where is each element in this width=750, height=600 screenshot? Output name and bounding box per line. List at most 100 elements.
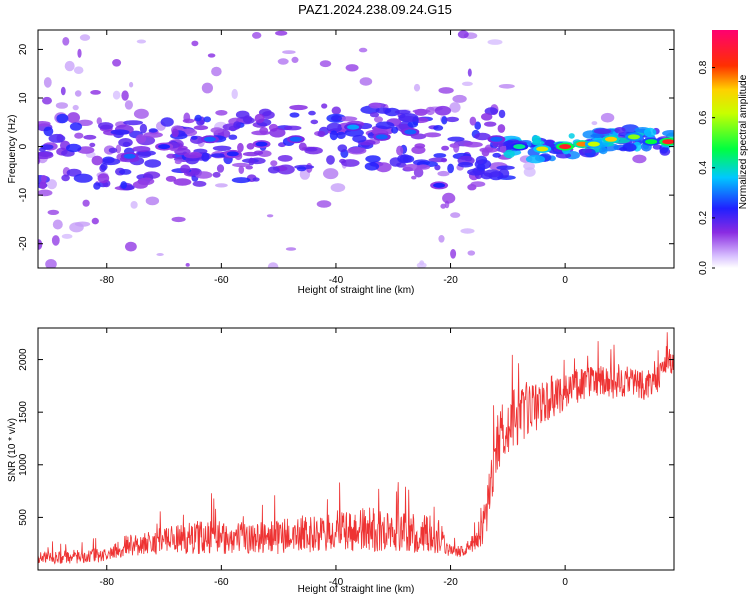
spectrogram-speck (316, 200, 332, 208)
spectrogram-band-blob (38, 121, 51, 127)
spectrogram-x-label: Height of straight line (km) (298, 285, 415, 296)
spectrogram-speck (64, 60, 75, 72)
spectrogram-band-blob (643, 127, 657, 138)
spectrogram-band-blob (144, 159, 162, 168)
spectrogram-speck (487, 39, 503, 45)
spectrogram-band-blob (428, 157, 447, 163)
spectrogram-band-blob (481, 113, 493, 121)
spectrogram-band-blob (396, 145, 404, 156)
spectrogram-band-blob (321, 103, 328, 109)
spectrogram-band-blob (93, 182, 101, 190)
figure-title: PAZ1.2024.238.09.24.G15 (298, 2, 452, 17)
spectrogram-speck (156, 253, 164, 256)
spectrogram-peak (226, 151, 239, 157)
spectrogram-peak (289, 136, 302, 142)
spectrogram-band-blob (215, 110, 228, 116)
spectrogram-speck (38, 189, 53, 197)
spectrogram-band-blob (171, 128, 179, 138)
spectrogram-speck (91, 217, 99, 225)
spectrogram-band-blob (498, 109, 506, 119)
spectrogram-band-blob (662, 130, 674, 137)
spectrogram-speck (591, 121, 598, 126)
spectrogram-band-blob (453, 142, 460, 153)
spectrogram-speck (291, 56, 299, 64)
spectrogram-speck (45, 259, 57, 268)
spectrogram-band-blob (394, 109, 411, 115)
colorbar-tick-label: 0.0 (698, 261, 709, 275)
spectrogram-band-blob (248, 157, 255, 166)
spectrogram-speck (185, 263, 190, 267)
spectrogram-band-blob (326, 122, 343, 133)
spectrogram-band-blob (122, 141, 131, 147)
colorbar-label: Normalized spectral amplitude (738, 74, 749, 209)
spectrogram-speck (51, 235, 60, 246)
spectrogram-speck (285, 247, 297, 251)
spectrogram-speck (52, 219, 63, 230)
spectrogram-band-blob (174, 159, 182, 165)
x-tick-label: 0 (562, 577, 568, 588)
spectrogram-speck (145, 196, 160, 206)
spectrogram-band-blob (525, 155, 546, 164)
spectrogram-band-blob (337, 144, 348, 153)
spectrogram-peak (433, 182, 446, 188)
spectrogram-band-blob (398, 113, 419, 123)
spectrogram-band-blob (329, 130, 338, 141)
spectrogram-band-blob (135, 134, 147, 144)
x-tick-label: -80 (100, 577, 115, 588)
spectrogram-speck (115, 144, 122, 154)
spectrogram-peak (605, 136, 617, 142)
y-tick-label: 2000 (18, 348, 29, 371)
spectrogram-speck (252, 32, 262, 39)
spectrogram-speck (437, 170, 450, 177)
spectrogram-band-blob (296, 166, 307, 172)
y-tick-label: 0 (18, 143, 29, 149)
spectrogram-peak (662, 139, 674, 145)
spectrogram-band-blob (110, 129, 130, 135)
spectrogram-y-label: Frequency (Hz) (7, 115, 18, 184)
spectrogram-band-blob (593, 128, 612, 135)
spectrogram-band-blob (412, 109, 431, 114)
spectrogram-band-blob (483, 169, 502, 178)
spectrogram-speck (523, 162, 535, 171)
spectrogram-speck (124, 241, 137, 252)
spectrogram-band-blob (237, 142, 244, 153)
spectrogram-peak (123, 153, 136, 159)
spectrogram-speck (374, 116, 383, 123)
spectrogram-band-blob (182, 118, 195, 124)
spectrogram-band-blob (252, 177, 260, 182)
spectrogram-band-blob (434, 105, 451, 116)
spectrogram-band-blob (270, 160, 278, 167)
y-tick-label: 20 (18, 43, 29, 55)
spectrogram-band-blob (212, 145, 232, 151)
spectrogram-band-blob (193, 125, 209, 131)
x-tick-label: -40 (329, 577, 344, 588)
spectrogram-speck (438, 87, 454, 94)
spectrogram-band-blob (166, 153, 176, 159)
spectrogram-band-blob (190, 135, 198, 140)
spectrogram-speck (82, 199, 90, 207)
spectrogram-band-blob (384, 107, 400, 117)
spectrogram-speck (282, 50, 296, 54)
spectrogram-band-blob (411, 146, 426, 154)
spectrogram-band-blob (423, 132, 442, 138)
spectrogram-band-blob (457, 161, 474, 168)
spectrogram-speck (215, 183, 228, 188)
spectrogram-panel: -80 -60 -40 -20 0 -20 -10 0 10 20 Height of stra… (7, 29, 749, 296)
spectrogram-band-blob (375, 162, 392, 173)
spectrogram-band-blob (210, 127, 224, 134)
spectrogram-peak (203, 136, 216, 142)
spectrogram-band-blob (369, 102, 382, 109)
y-tick-label: -10 (18, 187, 29, 202)
colorbar-tick-label: 0.8 (698, 60, 709, 74)
spectrogram-speck (74, 90, 82, 97)
spectrogram-band-blob (441, 116, 448, 125)
spectrogram-peak (587, 141, 600, 147)
spectrogram-speck (133, 108, 149, 119)
spectrogram-speck (461, 81, 473, 86)
spectrogram-speck (411, 175, 417, 180)
spectrogram-peak (490, 136, 503, 142)
spectrogram-speck (62, 37, 70, 46)
spectrogram-band-blob (365, 155, 381, 163)
spectrogram-band-blob (254, 113, 265, 124)
spectrogram-band-blob (246, 143, 255, 150)
